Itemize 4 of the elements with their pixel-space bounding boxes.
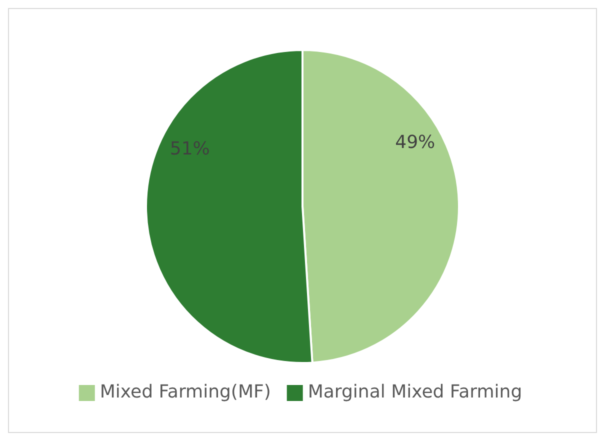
- legend-label: Mixed Farming(MF): [100, 382, 271, 403]
- data-label: 51%: [170, 138, 210, 160]
- data-label: 49%: [395, 132, 436, 153]
- legend-label: Marginal Mixed Farming: [308, 382, 522, 403]
